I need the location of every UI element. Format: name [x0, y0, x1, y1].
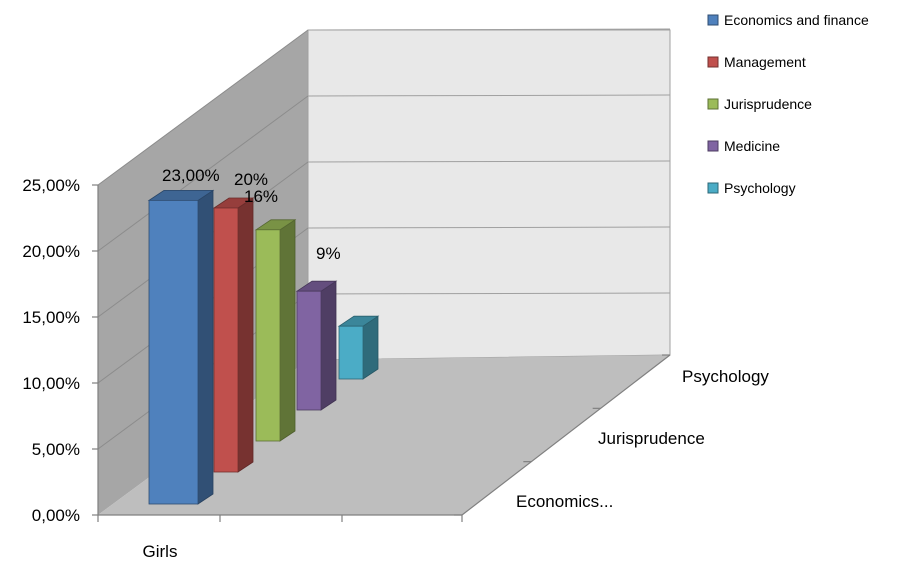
legend-item: Economics and finance — [707, 12, 869, 28]
data-label: 16% — [244, 187, 278, 206]
legend-swatch — [707, 140, 719, 152]
legend-label: Jurisprudence — [724, 96, 812, 112]
gridline-side — [97, 29, 309, 186]
bar-side-face — [362, 315, 379, 380]
bars — [147, 189, 380, 505]
legend-item: Medicine — [707, 138, 780, 154]
y-tick-label: 15,00% — [22, 308, 80, 327]
depth-category-label: Jurisprudence — [598, 429, 705, 448]
legend-swatch — [707, 14, 719, 26]
y-tick-label: 25,00% — [22, 176, 80, 195]
data-label: 23,00% — [162, 166, 220, 185]
depth-category-label: Psychology — [682, 367, 769, 386]
data-label: 20% — [234, 170, 268, 189]
legend: Economics and finance Management Jurisprud… — [707, 12, 869, 196]
gridline-back — [307, 226, 671, 229]
legend-label: Psychology — [724, 180, 796, 196]
bar-side-face — [279, 219, 296, 442]
bar-front-face — [255, 229, 281, 442]
back-wall — [307, 29, 671, 361]
bar-side-face — [320, 280, 337, 411]
axes — [97, 185, 671, 522]
y-tick-label: 10,00% — [22, 374, 80, 393]
data-labels: 23,00% 20%16% 9% — [162, 166, 341, 263]
legend-label: Economics and finance — [724, 12, 869, 28]
depth-axis-line — [461, 354, 671, 516]
legend-swatch — [707, 98, 719, 110]
legend-item: Jurisprudence — [707, 96, 812, 112]
gridline-back — [307, 94, 671, 97]
legend-swatch — [707, 182, 719, 194]
legend-swatch — [707, 56, 719, 68]
data-label: 9% — [316, 244, 341, 263]
gridline-back — [307, 28, 671, 31]
legend-item: Management — [707, 54, 806, 70]
bar-front-face — [213, 207, 239, 473]
bar-jurisprudence — [254, 219, 297, 442]
legend-label: Medicine — [724, 138, 780, 154]
y-tick-label: 5,00% — [32, 440, 80, 459]
y-tick-label: 20,00% — [22, 242, 80, 261]
bar-side-face — [237, 197, 254, 473]
legend-label: Management — [724, 54, 806, 70]
bar-medicine — [295, 280, 338, 411]
bar-economics-and-finance — [147, 189, 215, 505]
depth-category-label: Economics... — [516, 492, 613, 511]
bar-psychology — [337, 315, 380, 380]
bar-front-face — [338, 325, 364, 380]
gridline-back — [307, 292, 671, 295]
gridline-back — [307, 160, 671, 163]
legend-item: Psychology — [707, 180, 796, 196]
floor — [98, 355, 670, 515]
y-tick-label: 0,00% — [32, 506, 80, 525]
x-category-label: Girls — [143, 542, 178, 561]
x-axis-labels: Girls — [143, 542, 178, 561]
y-axis-ticks: 0,00% 5,00% 10,00% 15,00% 20,00% 25,00% — [22, 176, 98, 525]
bar-front-face — [148, 199, 199, 505]
bar-management — [212, 197, 255, 473]
bar-side-face — [197, 189, 214, 505]
bar-front-face — [296, 290, 322, 411]
depth-axis-labels: Economics... Jurisprudence Psychology — [516, 367, 769, 511]
gridline-side — [97, 95, 309, 252]
